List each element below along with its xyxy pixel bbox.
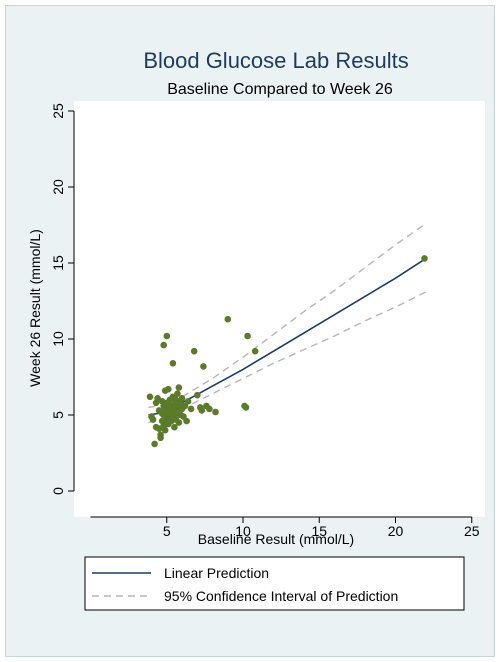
scatter-point bbox=[251, 347, 259, 355]
y-axis-label: Week 26 Result (mmol/L) bbox=[27, 229, 43, 387]
scatter-point bbox=[212, 408, 219, 416]
y-tick-label: 20 bbox=[50, 179, 66, 195]
scatter-point bbox=[174, 390, 181, 398]
y-tick-label: 15 bbox=[50, 255, 66, 271]
scatter-point bbox=[169, 360, 177, 367]
scatter-point bbox=[183, 417, 190, 425]
x-tick-label: 15 bbox=[311, 523, 327, 539]
scatter-point bbox=[184, 398, 192, 405]
scatter-point bbox=[421, 255, 428, 262]
legend-label-linear: Linear Prediction bbox=[164, 565, 269, 581]
scatter-point bbox=[175, 384, 183, 391]
y-tick-label: 5 bbox=[50, 411, 66, 419]
scatter-point bbox=[151, 440, 158, 448]
scatter-point bbox=[190, 347, 198, 355]
chart-title: Blood Glucose Lab Results bbox=[143, 48, 408, 73]
scatter-point bbox=[149, 416, 157, 423]
scatter-point bbox=[165, 385, 172, 393]
chart-subtitle: Baseline Compared to Week 26 bbox=[167, 81, 393, 98]
scatter-point bbox=[242, 404, 250, 411]
scatter-point bbox=[146, 393, 154, 401]
scatter-point bbox=[178, 395, 186, 402]
legend-label-ci: 95% Confidence Interval of Prediction bbox=[164, 588, 398, 604]
y-tick-label: 10 bbox=[50, 331, 66, 347]
scatter-point bbox=[161, 426, 169, 434]
scatter-point bbox=[187, 405, 195, 413]
scatter-point bbox=[200, 363, 207, 370]
scatter-point bbox=[244, 332, 251, 340]
scatter-point bbox=[175, 419, 183, 426]
scatter-point bbox=[171, 423, 178, 431]
scatter-point bbox=[224, 315, 232, 323]
scatter-point bbox=[194, 391, 201, 399]
x-axis-label: Baseline Result (mmol/L) bbox=[198, 531, 354, 547]
chart-frame: Blood Glucose Lab Results Baseline Compa… bbox=[5, 5, 495, 657]
scatter-point bbox=[157, 431, 164, 439]
x-tick-label: 25 bbox=[464, 523, 480, 539]
y-tick-label: 25 bbox=[50, 103, 66, 119]
x-tick-label: 5 bbox=[163, 523, 171, 539]
x-tick-label: 10 bbox=[235, 523, 251, 539]
scatter-point bbox=[206, 405, 213, 413]
scatter-point bbox=[160, 341, 167, 349]
legend: Linear Prediction 95% Confidence Interva… bbox=[84, 556, 465, 611]
plot-area bbox=[74, 101, 485, 517]
x-tick-label: 20 bbox=[388, 523, 404, 539]
y-tick-label: 0 bbox=[50, 487, 66, 495]
scatter-point bbox=[198, 407, 206, 414]
chart-svg: Blood Glucose Lab Results Baseline Compa… bbox=[27, 48, 485, 611]
scatter-point bbox=[163, 332, 171, 340]
legend-box bbox=[84, 556, 465, 611]
